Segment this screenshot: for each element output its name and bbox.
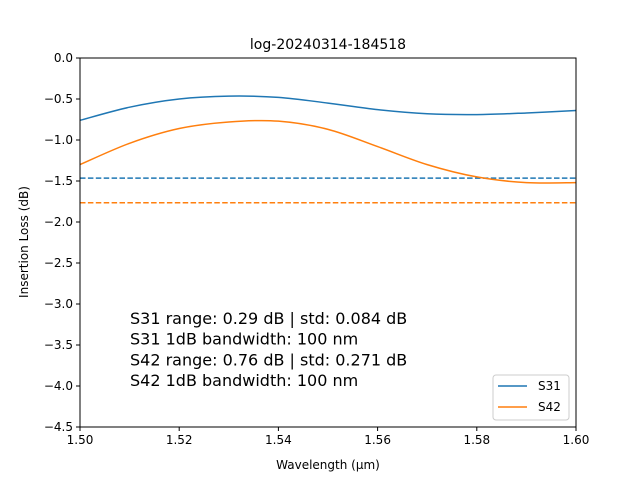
x-tick-label: 1.56 [364, 433, 391, 447]
y-tick-label: −3.5 [44, 338, 73, 352]
series-line-s31 [80, 95, 576, 122]
series-line-s42 [80, 119, 576, 184]
x-tick-label: 1.52 [166, 433, 193, 447]
annotation-line: S42 1dB bandwidth: 100 nm [130, 371, 358, 390]
plot-area [80, 95, 576, 204]
y-tick-label: −0.5 [44, 92, 73, 106]
y-tick-label: −2.0 [44, 215, 73, 229]
y-tick-label: −2.5 [44, 256, 73, 270]
y-tick-label: 0.0 [54, 51, 73, 65]
stats-annotations: S31 range: 0.29 dB | std: 0.084 dB S31 1d… [130, 309, 407, 390]
y-tick-label: −1.5 [44, 174, 73, 188]
y-axis-ticks: 0.0 −0.5 −1.0 −1.5 −2.0 −2.5 −3.0 −3.5 −4.0 −4.5 [44, 51, 80, 434]
x-axis-ticks: 1.50 1.52 1.54 1.56 1.58 1.60 [67, 427, 590, 447]
x-tick-label: 1.50 [67, 433, 94, 447]
chart-title: log-20240314-184518 [250, 37, 406, 53]
plot-frame [79, 57, 577, 428]
x-tick-label: 1.54 [265, 433, 292, 447]
x-axis-label: Wavelength (μm) [276, 458, 380, 472]
annotation-line: S42 range: 0.76 dB | std: 0.271 dB [130, 350, 407, 369]
annotation-line: S31 range: 0.29 dB | std: 0.084 dB [130, 309, 407, 328]
y-tick-label: −4.0 [44, 379, 73, 393]
legend-label-s42: S42 [538, 400, 561, 414]
reference-lines [80, 177, 576, 204]
legend-label-s31: S31 [538, 379, 561, 393]
x-tick-label: 1.58 [463, 433, 490, 447]
y-tick-label: −1.0 [44, 133, 73, 147]
x-tick-label: 1.60 [563, 433, 590, 447]
annotation-line: S31 1dB bandwidth: 100 nm [130, 330, 358, 349]
y-tick-label: −3.0 [44, 297, 73, 311]
legend: S31 S42 [492, 374, 570, 421]
y-tick-label: −4.5 [44, 420, 73, 434]
y-axis-label: Insertion Loss (dB) [17, 186, 31, 298]
series-lines [80, 95, 576, 184]
